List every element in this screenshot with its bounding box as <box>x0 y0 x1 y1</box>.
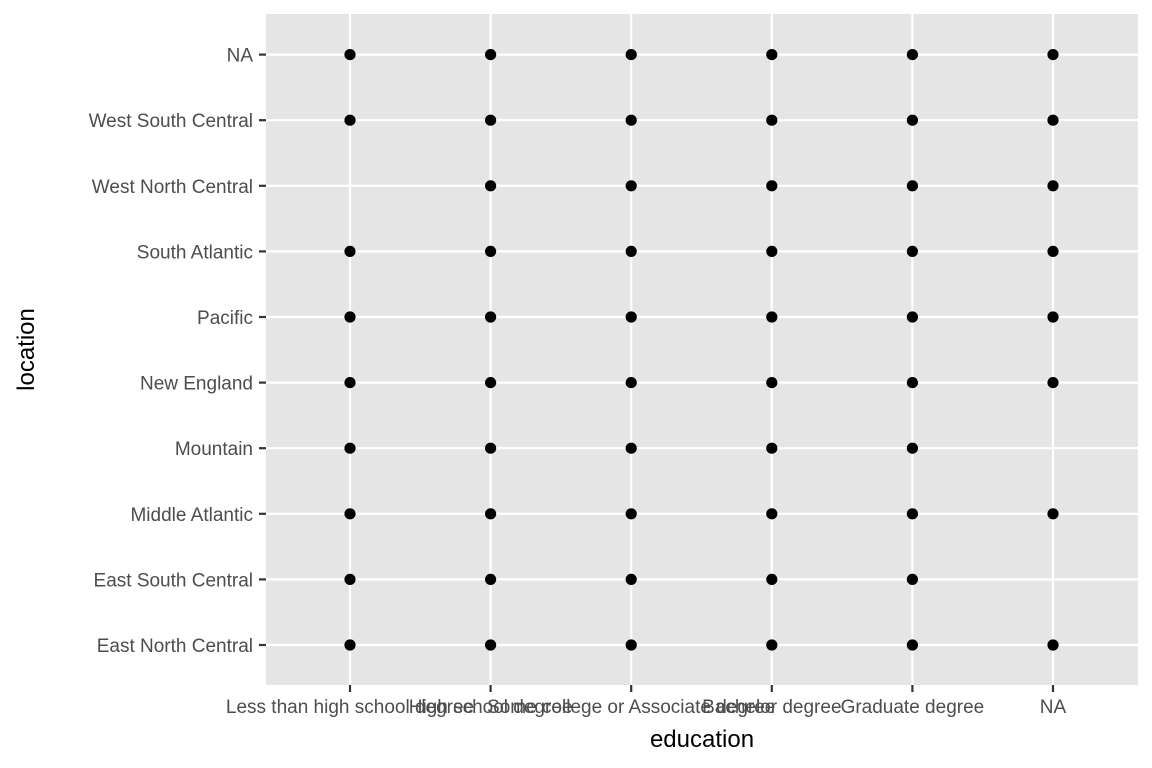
data-point <box>344 245 356 257</box>
data-point <box>485 114 497 126</box>
data-point <box>906 377 919 389</box>
data-point <box>485 245 497 257</box>
y-tick-label: NA <box>227 46 254 67</box>
y-axis-title: location <box>13 308 40 391</box>
data-point <box>485 442 497 454</box>
y-tick-label: East North Central <box>97 636 253 657</box>
data-point <box>344 49 356 61</box>
data-point <box>766 114 778 126</box>
data-point <box>625 180 637 192</box>
data-point <box>625 311 637 323</box>
data-point <box>906 573 919 586</box>
data-point <box>344 311 356 323</box>
data-point <box>485 180 497 192</box>
data-point <box>625 245 637 257</box>
data-point <box>1047 245 1059 257</box>
y-tick-label: Mountain <box>175 439 253 460</box>
x-tick-label: Graduate degree <box>841 697 985 718</box>
data-point <box>1047 180 1059 192</box>
x-tick-label: Some college or Associate degree <box>487 697 775 718</box>
data-point <box>766 573 778 586</box>
data-point <box>906 114 919 126</box>
data-point <box>344 442 356 454</box>
data-point <box>906 180 919 192</box>
data-point <box>906 639 919 651</box>
data-point <box>1047 49 1059 61</box>
y-tick-label: East South Central <box>94 570 253 591</box>
data-point <box>625 442 637 454</box>
data-point <box>625 114 637 126</box>
data-point <box>1047 639 1059 651</box>
data-point <box>344 377 356 389</box>
data-point <box>625 639 637 651</box>
y-axis: East North Central East South Central Midd… <box>89 46 266 657</box>
y-tick-label: New England <box>140 374 253 395</box>
data-point <box>344 573 356 586</box>
y-tick-label: Middle Atlantic <box>130 505 253 526</box>
data-point <box>766 442 778 454</box>
data-point <box>906 508 919 520</box>
data-point <box>906 49 919 61</box>
data-point <box>344 114 356 126</box>
data-point <box>485 311 497 323</box>
y-tick-label: West South Central <box>89 111 253 132</box>
data-point <box>485 49 497 61</box>
grid-lines <box>266 14 1138 685</box>
data-point <box>1047 311 1059 323</box>
x-tick-label: High school degree <box>409 697 573 718</box>
data-point <box>625 377 637 389</box>
data-point <box>906 442 919 454</box>
data-point <box>485 573 497 586</box>
data-point <box>625 508 637 520</box>
data-point <box>766 311 778 323</box>
data-point <box>906 311 919 323</box>
data-point <box>344 508 356 520</box>
plot-panel <box>266 14 1138 685</box>
data-point <box>766 377 778 389</box>
x-tick-label: NA <box>1040 697 1067 718</box>
data-point <box>766 245 778 257</box>
y-tick-label: West North Central <box>92 177 253 198</box>
data-point <box>625 573 637 586</box>
y-tick-label: South Atlantic <box>137 242 253 263</box>
y-tick-label: Pacific <box>197 308 253 329</box>
data-point <box>766 639 778 651</box>
data-point <box>344 639 356 651</box>
data-point <box>625 49 637 61</box>
data-point <box>766 49 778 61</box>
data-point <box>906 245 919 257</box>
x-tick-label: Bachelor degree <box>702 697 841 718</box>
data-point <box>766 180 778 192</box>
x-axis-title: education <box>650 726 754 753</box>
data-point <box>485 377 497 389</box>
data-points <box>344 49 1059 651</box>
data-point <box>1047 114 1059 126</box>
data-point <box>766 508 778 520</box>
data-point <box>1047 377 1059 389</box>
data-point <box>485 508 497 520</box>
data-point <box>485 639 497 651</box>
x-tick-label: Less than high school degree <box>226 697 474 718</box>
data-point <box>1047 508 1059 520</box>
